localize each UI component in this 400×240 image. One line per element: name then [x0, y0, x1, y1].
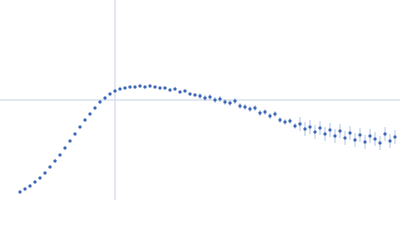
point: [148, 84, 152, 88]
point: [48, 165, 52, 169]
point: [393, 135, 397, 139]
point: [278, 118, 282, 122]
point: [343, 136, 347, 140]
point: [73, 132, 77, 136]
point: [58, 153, 62, 157]
point: [113, 89, 117, 93]
point: [183, 89, 187, 93]
point: [368, 134, 372, 138]
point: [43, 171, 47, 175]
point: [253, 106, 257, 110]
point: [298, 122, 302, 126]
point: [143, 85, 147, 89]
point: [178, 90, 182, 94]
point: [53, 159, 57, 163]
point: [303, 127, 307, 131]
point: [78, 125, 82, 129]
point: [293, 124, 297, 128]
point: [373, 137, 377, 141]
point: [133, 85, 137, 89]
point: [228, 101, 232, 105]
point: [63, 146, 67, 150]
point: [313, 130, 317, 134]
point: [353, 138, 357, 142]
point: [243, 105, 247, 109]
point: [123, 86, 127, 90]
point: [188, 92, 192, 96]
point: [68, 139, 72, 143]
point: [193, 93, 197, 97]
point: [358, 133, 362, 137]
point: [83, 118, 87, 122]
point: [348, 131, 352, 135]
point: [233, 99, 237, 103]
point: [308, 125, 312, 129]
point: [338, 129, 342, 133]
point: [318, 126, 322, 130]
point: [283, 120, 287, 124]
point: [218, 97, 222, 101]
chart: [0, 0, 400, 200]
point: [163, 86, 167, 90]
point: [173, 87, 177, 91]
point: [198, 94, 202, 98]
point: [38, 176, 42, 180]
point: [288, 119, 292, 123]
point: [23, 187, 27, 191]
point: [363, 140, 367, 144]
point: [223, 100, 227, 104]
point: [263, 110, 267, 114]
point: [328, 128, 332, 132]
point: [248, 107, 252, 111]
point: [33, 180, 37, 184]
point: [273, 112, 277, 116]
point: [93, 106, 97, 110]
point: [213, 98, 217, 102]
point: [378, 141, 382, 145]
point: [238, 104, 242, 108]
point: [158, 86, 162, 90]
point: [388, 139, 392, 143]
point: [138, 84, 142, 88]
point: [128, 85, 132, 89]
point: [28, 184, 32, 188]
point: [333, 134, 337, 138]
point: [118, 87, 122, 91]
point: [108, 92, 112, 96]
point: [153, 85, 157, 89]
point: [98, 100, 102, 104]
point: [168, 88, 172, 92]
point: [103, 96, 107, 100]
point: [203, 96, 207, 100]
point: [258, 111, 262, 115]
point: [383, 132, 387, 136]
point: [268, 114, 272, 118]
point: [323, 132, 327, 136]
point: [88, 112, 92, 116]
point: [18, 190, 22, 194]
point: [208, 95, 212, 99]
